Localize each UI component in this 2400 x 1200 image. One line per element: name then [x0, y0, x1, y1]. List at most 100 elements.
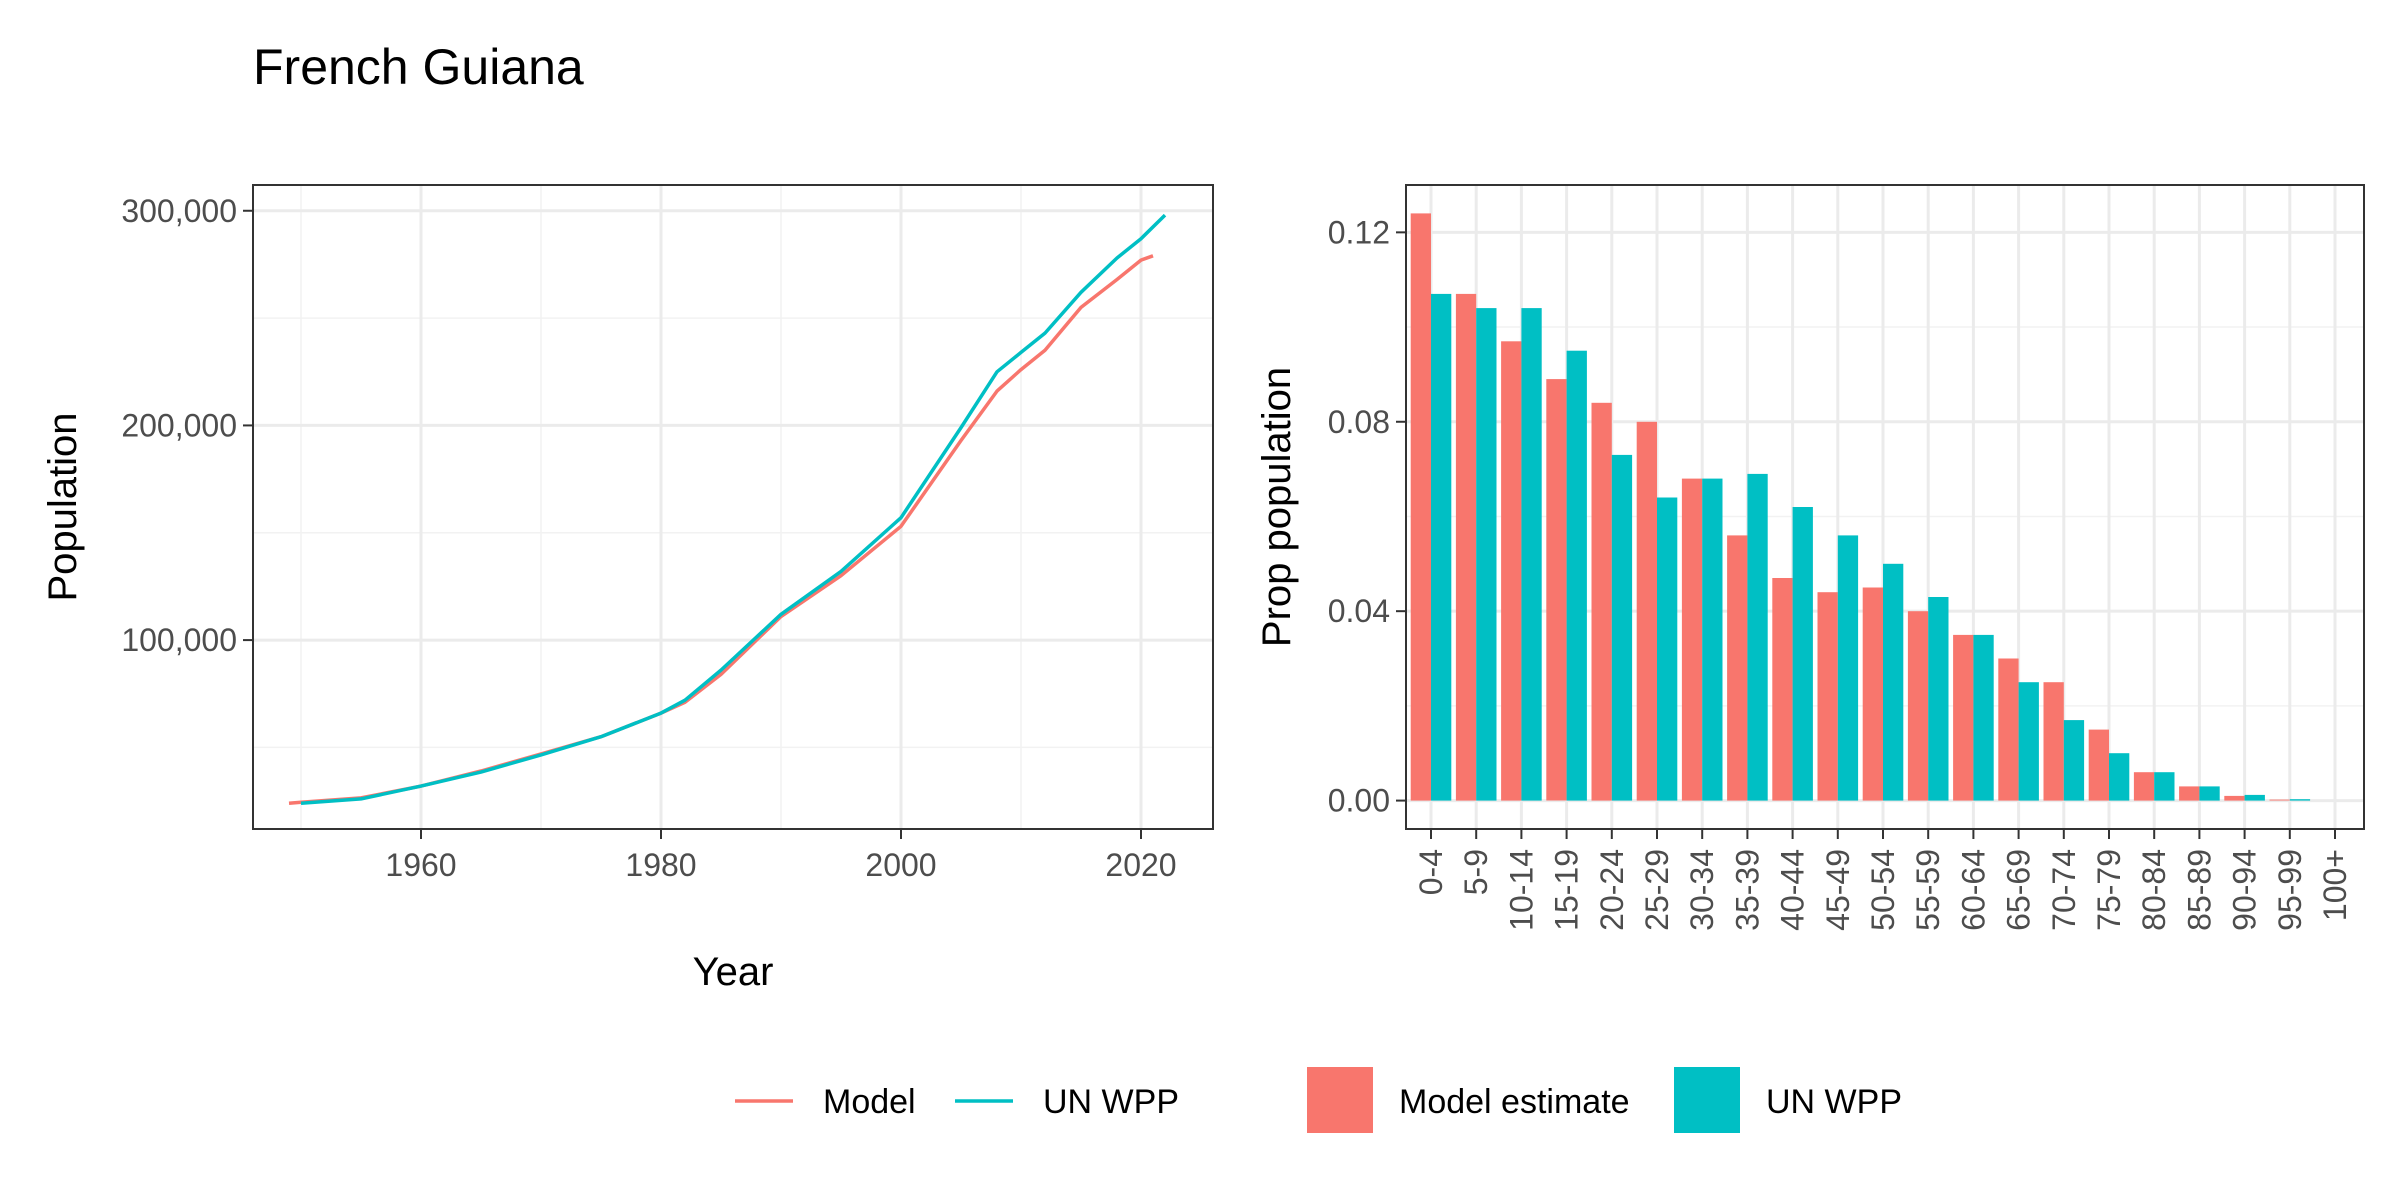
- bar-axes: 0.00 0.04 0.08 0.12 0-4 5-9 10-14 15-19 20-24 25-…: [1328, 214, 2353, 930]
- population-line-chart: 1960 1980 2000 2020 100,000 200,000 300,000 Ye…: [41, 184, 1214, 994]
- x-tick-label: 80-84: [2136, 849, 2172, 931]
- x-tick-label: 5-9: [1458, 849, 1494, 895]
- bar-un-wpp-80-84: [2154, 772, 2175, 801]
- x-tick-label: 35-39: [1729, 849, 1765, 931]
- bar-panel-border: [1405, 184, 2365, 830]
- x-tick-label: 15-19: [1549, 849, 1585, 931]
- y-tick-label: 0.00: [1328, 783, 1390, 819]
- x-tick-label: 25-29: [1639, 849, 1675, 931]
- legend-item-model: Model: [735, 1083, 916, 1121]
- bar-un-wpp-30-34: [1702, 478, 1723, 801]
- bar-model-estimate-60-64: [1953, 634, 1974, 801]
- legend-item-un-wpp: UN WPP: [955, 1083, 1179, 1121]
- bar-legend: Model estimate UN WPP: [1307, 1067, 1902, 1133]
- line-grid: [253, 185, 1213, 829]
- bar-un-wpp-60-64: [1973, 634, 1994, 801]
- y-tick-label: 200,000: [121, 407, 237, 443]
- y-tick-label: 300,000: [121, 193, 237, 229]
- legend-label: Model: [823, 1083, 916, 1121]
- bar-model-estimate-75-79: [2088, 729, 2109, 801]
- series-line-un-wpp: [300, 213, 1167, 805]
- x-tick-label: 55-59: [1910, 849, 1946, 931]
- line-x-axis-title: Year: [693, 950, 774, 994]
- bar-model-estimate-45-49: [1817, 592, 1838, 801]
- x-tick-label: 1960: [385, 847, 456, 883]
- bar-model-estimate-20-24: [1591, 402, 1612, 801]
- bar-y-axis-title: Prop population: [1255, 367, 1299, 647]
- line-panel-border: [252, 184, 1214, 830]
- legend-item-model-estimate: Model estimate: [1307, 1067, 1630, 1133]
- legend-label: UN WPP: [1043, 1083, 1179, 1121]
- x-tick-label: 85-89: [2181, 849, 2217, 931]
- x-tick-label: 90-94: [2227, 849, 2263, 931]
- x-tick-label: 100+: [2317, 849, 2353, 921]
- x-tick-label: 20-24: [1594, 849, 1630, 931]
- x-tick-label: 2000: [865, 847, 936, 883]
- bar-un-wpp-40-44: [1792, 507, 1813, 801]
- line-axes: 1960 1980 2000 2020 100,000 200,000 300,000: [121, 193, 1176, 883]
- line-panel-background: [253, 185, 1213, 829]
- bar-series: [1410, 213, 2311, 801]
- x-tick-label: 50-54: [1865, 849, 1901, 931]
- legend-item-un-wpp: UN WPP: [1674, 1067, 1902, 1133]
- y-tick-label: 0.12: [1328, 214, 1390, 250]
- bar-model-estimate-5-9: [1455, 293, 1477, 801]
- x-tick-label: 65-69: [2001, 849, 2037, 931]
- bar-un-wpp-15-19: [1566, 350, 1587, 801]
- bar-un-wpp-45-49: [1837, 535, 1859, 801]
- legend-swatch: [1307, 1067, 1373, 1133]
- bar-un-wpp-20-24: [1611, 454, 1633, 801]
- line-legend: Model UN WPP: [735, 1083, 1179, 1121]
- bar-model-estimate-80-84: [2133, 772, 2155, 801]
- x-tick-label: 70-74: [2046, 849, 2082, 931]
- y-tick-label: 0.08: [1328, 404, 1390, 440]
- age-distribution-bar-chart: 0.00 0.04 0.08 0.12 0-4 5-9 10-14 15-19 20-24 25-…: [1255, 184, 2365, 931]
- bar-model-estimate-10-14: [1501, 341, 1522, 801]
- bar-model-estimate-25-29: [1636, 421, 1657, 801]
- bar-un-wpp-95-99: [2289, 799, 2311, 801]
- bar-un-wpp-35-39: [1747, 473, 1768, 801]
- x-tick-label: 75-79: [2091, 849, 2127, 931]
- legend-label: Model estimate: [1399, 1083, 1630, 1121]
- bar-un-wpp-70-74: [2063, 720, 2085, 801]
- bar-un-wpp-10-14: [1521, 308, 1542, 801]
- bar-un-wpp-0-4: [1431, 293, 1452, 801]
- y-tick-label: 0.04: [1328, 593, 1390, 629]
- x-tick-label: 30-34: [1684, 849, 1720, 931]
- legend-label: UN WPP: [1766, 1083, 1902, 1121]
- bar-model-estimate-85-89: [2179, 786, 2200, 801]
- bar-model-estimate-30-34: [1681, 478, 1703, 801]
- bar-un-wpp-25-29: [1657, 497, 1678, 801]
- x-tick-label: 60-64: [1955, 849, 1991, 931]
- bar-un-wpp-50-54: [1883, 563, 1904, 801]
- bar-un-wpp-90-94: [2244, 794, 2265, 801]
- x-tick-label: 1980: [625, 847, 696, 883]
- bar-model-estimate-90-94: [2224, 795, 2245, 801]
- bar-model-estimate-65-69: [1998, 658, 2019, 801]
- bar-model-estimate-50-54: [1862, 587, 1883, 801]
- x-tick-label: 0-4: [1413, 849, 1449, 895]
- figure-title: French Guiana: [253, 39, 584, 95]
- x-tick-label: 40-44: [1775, 849, 1811, 931]
- bar-un-wpp-55-59: [1928, 597, 1949, 801]
- bar-model-estimate-55-59: [1907, 611, 1929, 801]
- bar-un-wpp-65-69: [2018, 682, 2039, 801]
- bar-un-wpp-5-9: [1476, 308, 1497, 801]
- x-tick-label: 45-49: [1820, 849, 1856, 931]
- legend-swatch: [1674, 1067, 1740, 1133]
- bar-model-estimate-0-4: [1410, 213, 1431, 801]
- bar-model-estimate-70-74: [2043, 682, 2064, 801]
- x-tick-label: 95-99: [2272, 849, 2308, 931]
- y-tick-label: 100,000: [121, 622, 237, 658]
- bar-model-estimate-95-99: [2269, 799, 2290, 801]
- x-tick-label: 10-14: [1503, 849, 1539, 931]
- bar-model-estimate-35-39: [1727, 535, 1748, 801]
- line-y-axis-title: Population: [41, 412, 85, 601]
- bar-model-estimate-15-19: [1546, 379, 1567, 801]
- bar-un-wpp-75-79: [2109, 753, 2130, 801]
- x-tick-label: 2020: [1105, 847, 1176, 883]
- bar-model-estimate-40-44: [1772, 578, 1793, 801]
- bar-un-wpp-85-89: [2199, 786, 2220, 801]
- line-series: [288, 213, 1167, 805]
